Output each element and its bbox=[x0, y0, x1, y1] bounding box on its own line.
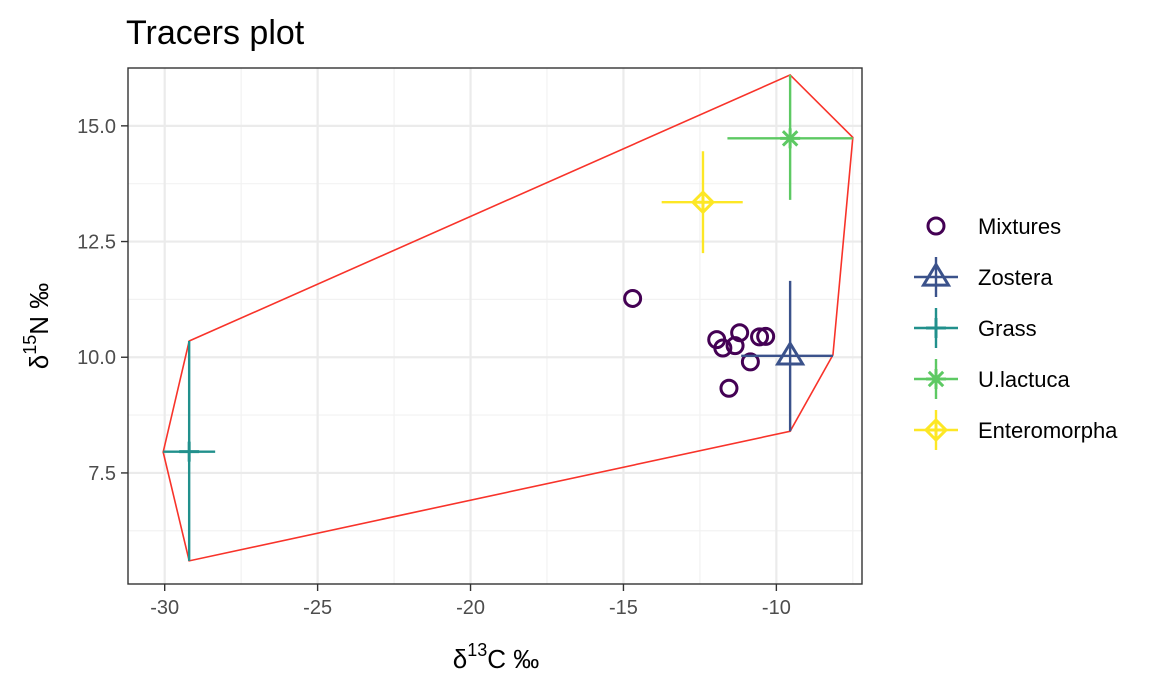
series-mixtures bbox=[623, 288, 776, 398]
y-tick-label-2: 12.5 bbox=[77, 232, 116, 254]
u-lactuca-mean-marker bbox=[780, 128, 801, 149]
legend-enteromorpha-marker bbox=[923, 417, 949, 443]
x-tick-label-4: -10 bbox=[762, 597, 791, 619]
y-axis-element: N bbox=[24, 316, 54, 335]
legend: Mixtures Zostera Grass U.lactuca Enteromorph… bbox=[914, 214, 1118, 450]
grass-mean-marker bbox=[179, 441, 200, 462]
x-axis-unit: ‰ bbox=[513, 644, 539, 674]
zostera-mean-marker bbox=[774, 340, 806, 366]
mixtures-point-6 bbox=[750, 327, 770, 347]
data-series bbox=[163, 74, 853, 561]
legend-zostera-marker bbox=[920, 261, 952, 287]
panel-border-rect bbox=[127, 67, 863, 585]
u-lactuca-mean-marker-d2 bbox=[781, 130, 799, 147]
y-axis-symbol: δ bbox=[24, 355, 54, 369]
mixing-polygon bbox=[162, 73, 854, 562]
y-axis: 7.5 10.0 12.5 15.0 bbox=[77, 116, 128, 485]
legend-enteromorpha-label: Enteromorpha bbox=[978, 418, 1118, 443]
mixing-polygon-outline bbox=[162, 73, 854, 562]
legend-item-enteromorpha: Enteromorpha bbox=[914, 410, 1118, 450]
mixtures-point-8 bbox=[719, 378, 739, 398]
plot-background bbox=[128, 68, 862, 584]
x-tick-label-1: -25 bbox=[303, 597, 332, 619]
legend-item-u-lactuca: U.lactuca bbox=[914, 359, 1070, 399]
legend-u-lactuca-marker bbox=[926, 369, 946, 389]
x-tick-label-3: -15 bbox=[609, 597, 638, 619]
x-axis: -30 -25 -20 -15 -10 bbox=[150, 584, 791, 619]
legend-u-lactuca-marker-d2 bbox=[927, 370, 945, 388]
y-axis-superscript: 15 bbox=[20, 335, 40, 355]
panel-background bbox=[128, 68, 862, 584]
series-u-lactuca bbox=[727, 74, 853, 200]
mixtures-point-5 bbox=[740, 352, 760, 372]
chart-title: Tracers plot bbox=[126, 14, 305, 52]
legend-grass-label: Grass bbox=[978, 316, 1037, 341]
y-tick-label-1: 10.0 bbox=[77, 347, 116, 369]
y-axis-title-group: δ15N ‰ bbox=[20, 283, 54, 370]
x-axis-title: δ13C ‰ bbox=[453, 640, 540, 674]
y-axis-title: δ15N ‰ bbox=[20, 283, 54, 370]
x-axis-superscript: 13 bbox=[467, 640, 487, 660]
legend-mixtures-marker bbox=[926, 216, 946, 236]
y-axis-unit: ‰ bbox=[24, 283, 54, 309]
x-tick-label-2: -20 bbox=[456, 597, 485, 619]
x-tick-label-0: -30 bbox=[150, 597, 179, 619]
grid-lines bbox=[128, 68, 862, 584]
enteromorpha-mean-marker bbox=[690, 190, 716, 215]
legend-item-mixtures: Mixtures bbox=[926, 214, 1061, 239]
panel-border bbox=[127, 67, 863, 585]
series-enteromorpha bbox=[661, 151, 743, 254]
legend-zostera-label: Zostera bbox=[978, 265, 1053, 290]
mixtures-point-2 bbox=[713, 338, 733, 358]
mixtures-point-4 bbox=[730, 323, 750, 343]
y-tick-label-3: 15.0 bbox=[77, 116, 116, 138]
x-axis-element: C bbox=[487, 644, 506, 674]
legend-grass-marker bbox=[926, 318, 946, 338]
series-grass bbox=[163, 341, 216, 561]
mixtures-point-0 bbox=[623, 288, 643, 308]
mixtures-point-7 bbox=[756, 326, 776, 346]
series-zostera bbox=[741, 280, 833, 432]
x-axis-symbol: δ bbox=[453, 644, 467, 674]
y-tick-label-0: 7.5 bbox=[88, 463, 116, 485]
legend-u-lactuca-label: U.lactuca bbox=[978, 367, 1070, 392]
legend-item-zostera: Zostera bbox=[914, 257, 1053, 297]
legend-mixtures-label: Mixtures bbox=[978, 214, 1061, 239]
legend-item-grass: Grass bbox=[914, 308, 1037, 348]
